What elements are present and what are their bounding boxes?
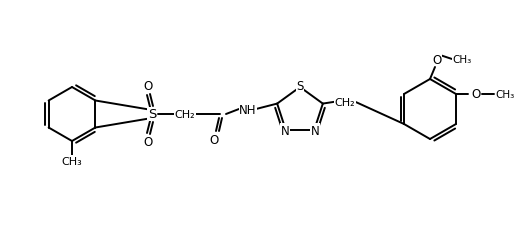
Text: CH₃: CH₃ [495,90,515,100]
Text: N: N [311,124,320,137]
Text: O: O [210,134,219,147]
Text: CH₃: CH₃ [452,55,472,65]
Text: CH₂: CH₂ [174,109,195,120]
Text: O: O [144,136,152,149]
Text: N: N [280,124,289,137]
Text: S: S [296,80,304,93]
Text: CH₃: CH₃ [62,156,82,166]
Text: CH₂: CH₂ [334,97,355,107]
Text: NH: NH [239,103,257,116]
Text: S: S [148,108,156,121]
Text: O: O [432,53,442,66]
Text: O: O [144,80,152,93]
Text: O: O [472,88,481,101]
